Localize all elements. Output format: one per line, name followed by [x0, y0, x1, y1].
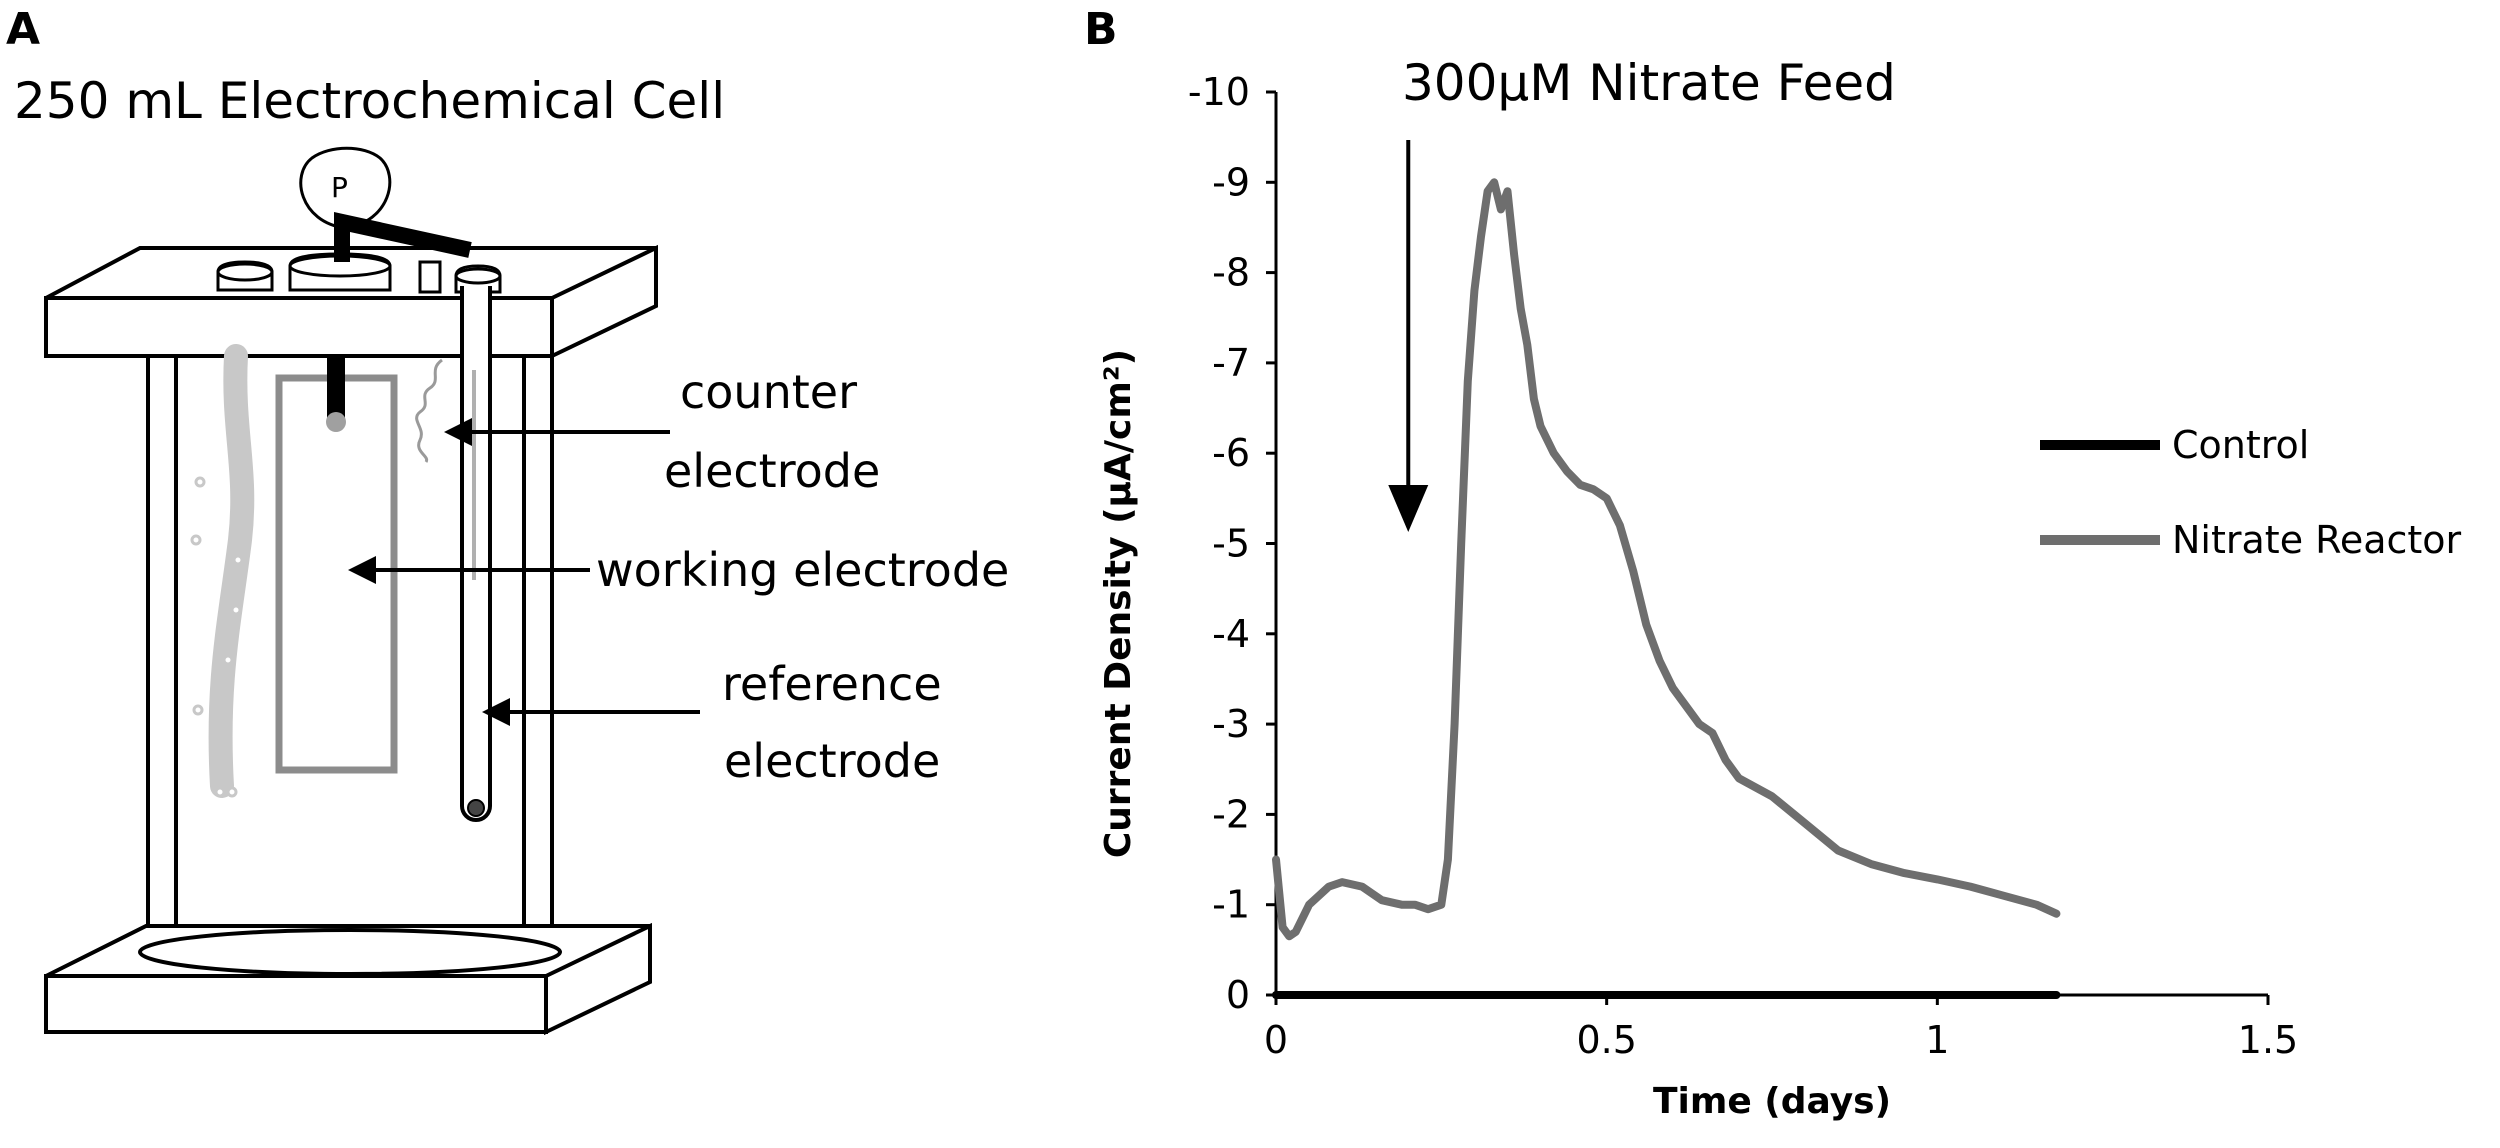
working-electrode-frame — [275, 374, 398, 774]
reference-label-line2: electrode — [724, 734, 940, 788]
base-side-face — [544, 922, 652, 1036]
panel-b: B 300µM Nitrate Feed 0 0.5 1 1.5 0 -1 -2 -3 -4 -… — [1084, 4, 2462, 1122]
y-ticks: 0 -1 -2 -3 -4 -5 -6 -7 -8 -9 -10 — [1188, 70, 1276, 1017]
reference-label-line1: reference — [722, 657, 942, 711]
y-tick-label: -10 — [1188, 70, 1250, 114]
y-axis-label: Current Density (µA/cm²) — [1098, 349, 1139, 858]
panel-a: A 250 mL Electrochemical Cell — [6, 4, 1009, 1036]
x-axis-label: Time (days) — [1653, 1081, 1891, 1122]
counter-electrode-bubbles — [190, 476, 244, 798]
x-tick-label: 0 — [1264, 1018, 1288, 1062]
callout-arrows — [348, 418, 700, 726]
counter-label-line2: electrode — [664, 444, 880, 498]
panel-a-title: 250 mL Electrochemical Cell — [14, 72, 725, 130]
panel-a-letter: A — [6, 4, 40, 55]
x-tick-label: 0.5 — [1576, 1018, 1636, 1062]
pump-label: P — [331, 171, 348, 204]
lid-ports — [216, 252, 502, 294]
legend-label-control: Control — [2172, 423, 2309, 467]
y-tick-label: -8 — [1212, 251, 1250, 295]
current-density-chart: 0 0.5 1 1.5 0 -1 -2 -3 -4 -5 -6 -7 -8 -9 -10 Time (da… — [1098, 70, 2462, 1122]
x-tick-label: 1 — [1925, 1018, 1949, 1062]
counter-coil — [415, 358, 443, 463]
y-tick-label: -2 — [1212, 792, 1250, 836]
electrochemical-cell-drawing — [44, 146, 700, 1036]
series-nitrate-reactor-line — [1272, 178, 2061, 941]
feed-arrow — [1388, 140, 1429, 532]
y-tick-label: -1 — [1212, 883, 1250, 927]
series-layer — [1272, 178, 2061, 999]
nitrate-feed-annotation: 300µM Nitrate Feed — [1402, 54, 1896, 112]
legend: Control Nitrate Reactor — [2040, 423, 2462, 562]
base-front-face — [44, 974, 548, 1034]
counter-label-line1: counter — [680, 365, 857, 419]
working-label: working electrode — [596, 543, 1009, 597]
feed-arrow-head — [1388, 485, 1429, 532]
legend-label-nitrate-reactor: Nitrate Reactor — [2172, 518, 2462, 562]
pump-tube — [334, 212, 472, 262]
counter-electrode-rod — [208, 344, 255, 798]
lid-side-face — [550, 244, 658, 360]
y-tick-label: -6 — [1212, 431, 1250, 475]
working-electrode-tip — [326, 412, 346, 432]
reference-electrode-tip — [467, 799, 485, 817]
panel-b-letter: B — [1084, 4, 1118, 55]
x-tick-label: 1.5 — [2238, 1018, 2298, 1062]
y-tick-label: -9 — [1212, 160, 1250, 204]
y-tick-label: -4 — [1212, 612, 1250, 656]
y-tick-label: -7 — [1212, 341, 1250, 385]
pump-icon — [299, 146, 392, 230]
y-tick-label: 0 — [1226, 973, 1250, 1017]
y-tick-label: -5 — [1212, 522, 1250, 566]
y-tick-label: -3 — [1212, 702, 1250, 746]
x-ticks: 0 0.5 1 1.5 — [1264, 995, 2298, 1062]
